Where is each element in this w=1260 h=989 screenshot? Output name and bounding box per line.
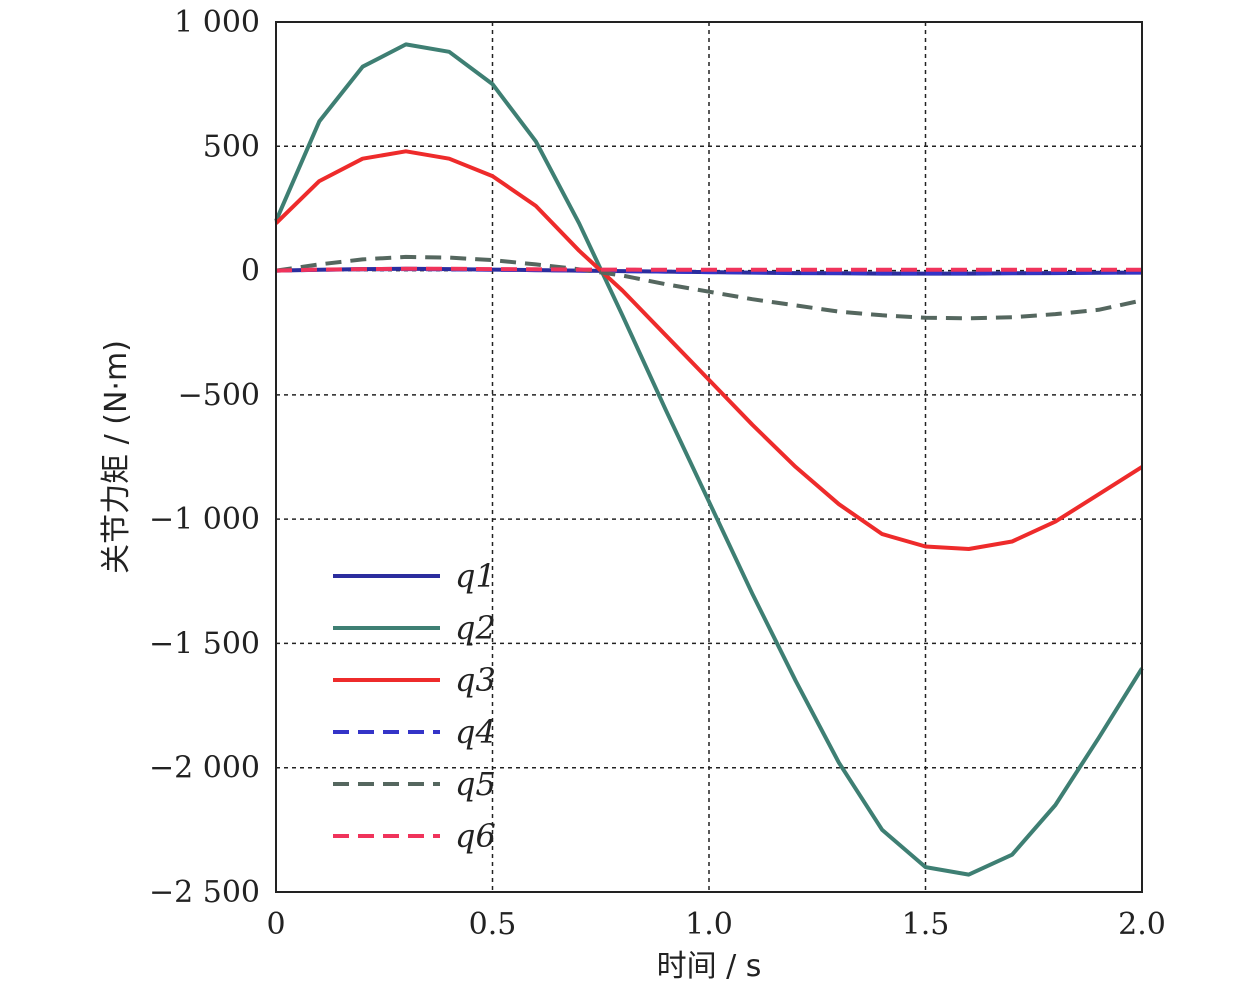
y-tick-label: −1 000 — [149, 502, 260, 537]
series-line-q5 — [275, 254, 1143, 321]
legend-label-q2: q2 — [455, 609, 496, 647]
series-line-q4 — [275, 267, 1143, 276]
y-tick-label: 1 000 — [174, 5, 260, 40]
x-axis-label: 时间 / s — [657, 949, 762, 984]
series-layer — [274, 42, 1144, 877]
x-tick-label: 2.0 — [1118, 907, 1166, 942]
axis-ticks: 0 0.5 1.0 1.5 2.0 1 000 500 0 −500 −1 000 −1 500 −2… — [149, 5, 1166, 942]
y-tick-label: −500 — [178, 378, 260, 413]
y-tick-label: −1 500 — [149, 626, 260, 661]
series-line-q2 — [274, 42, 1144, 877]
x-tick-label: 1.5 — [902, 907, 950, 942]
plot-frame — [275, 21, 1143, 893]
x-tick-label: 1.0 — [685, 907, 733, 942]
legend-label-q5: q5 — [455, 765, 496, 803]
x-tick-label: 0.5 — [469, 907, 517, 942]
y-tick-label: −2 000 — [149, 751, 260, 786]
series-line-q3 — [274, 149, 1144, 551]
y-tick-label: −2 500 — [149, 875, 260, 910]
x-tick-label: 0 — [266, 907, 285, 942]
legend-label-q4: q4 — [455, 713, 496, 751]
legend-label-q3: q3 — [455, 661, 496, 699]
series-line-q6 — [275, 266, 1142, 273]
legend-label-q1: q1 — [455, 557, 496, 595]
legend-label-q6: q6 — [455, 817, 496, 855]
y-axis-label: 关节力矩 / (N·m) — [99, 340, 134, 574]
y-tick-label: 500 — [203, 129, 260, 164]
legend: q1 q2 q3 q4 q5 q6 — [333, 557, 496, 855]
y-tick-label: 0 — [241, 254, 260, 289]
